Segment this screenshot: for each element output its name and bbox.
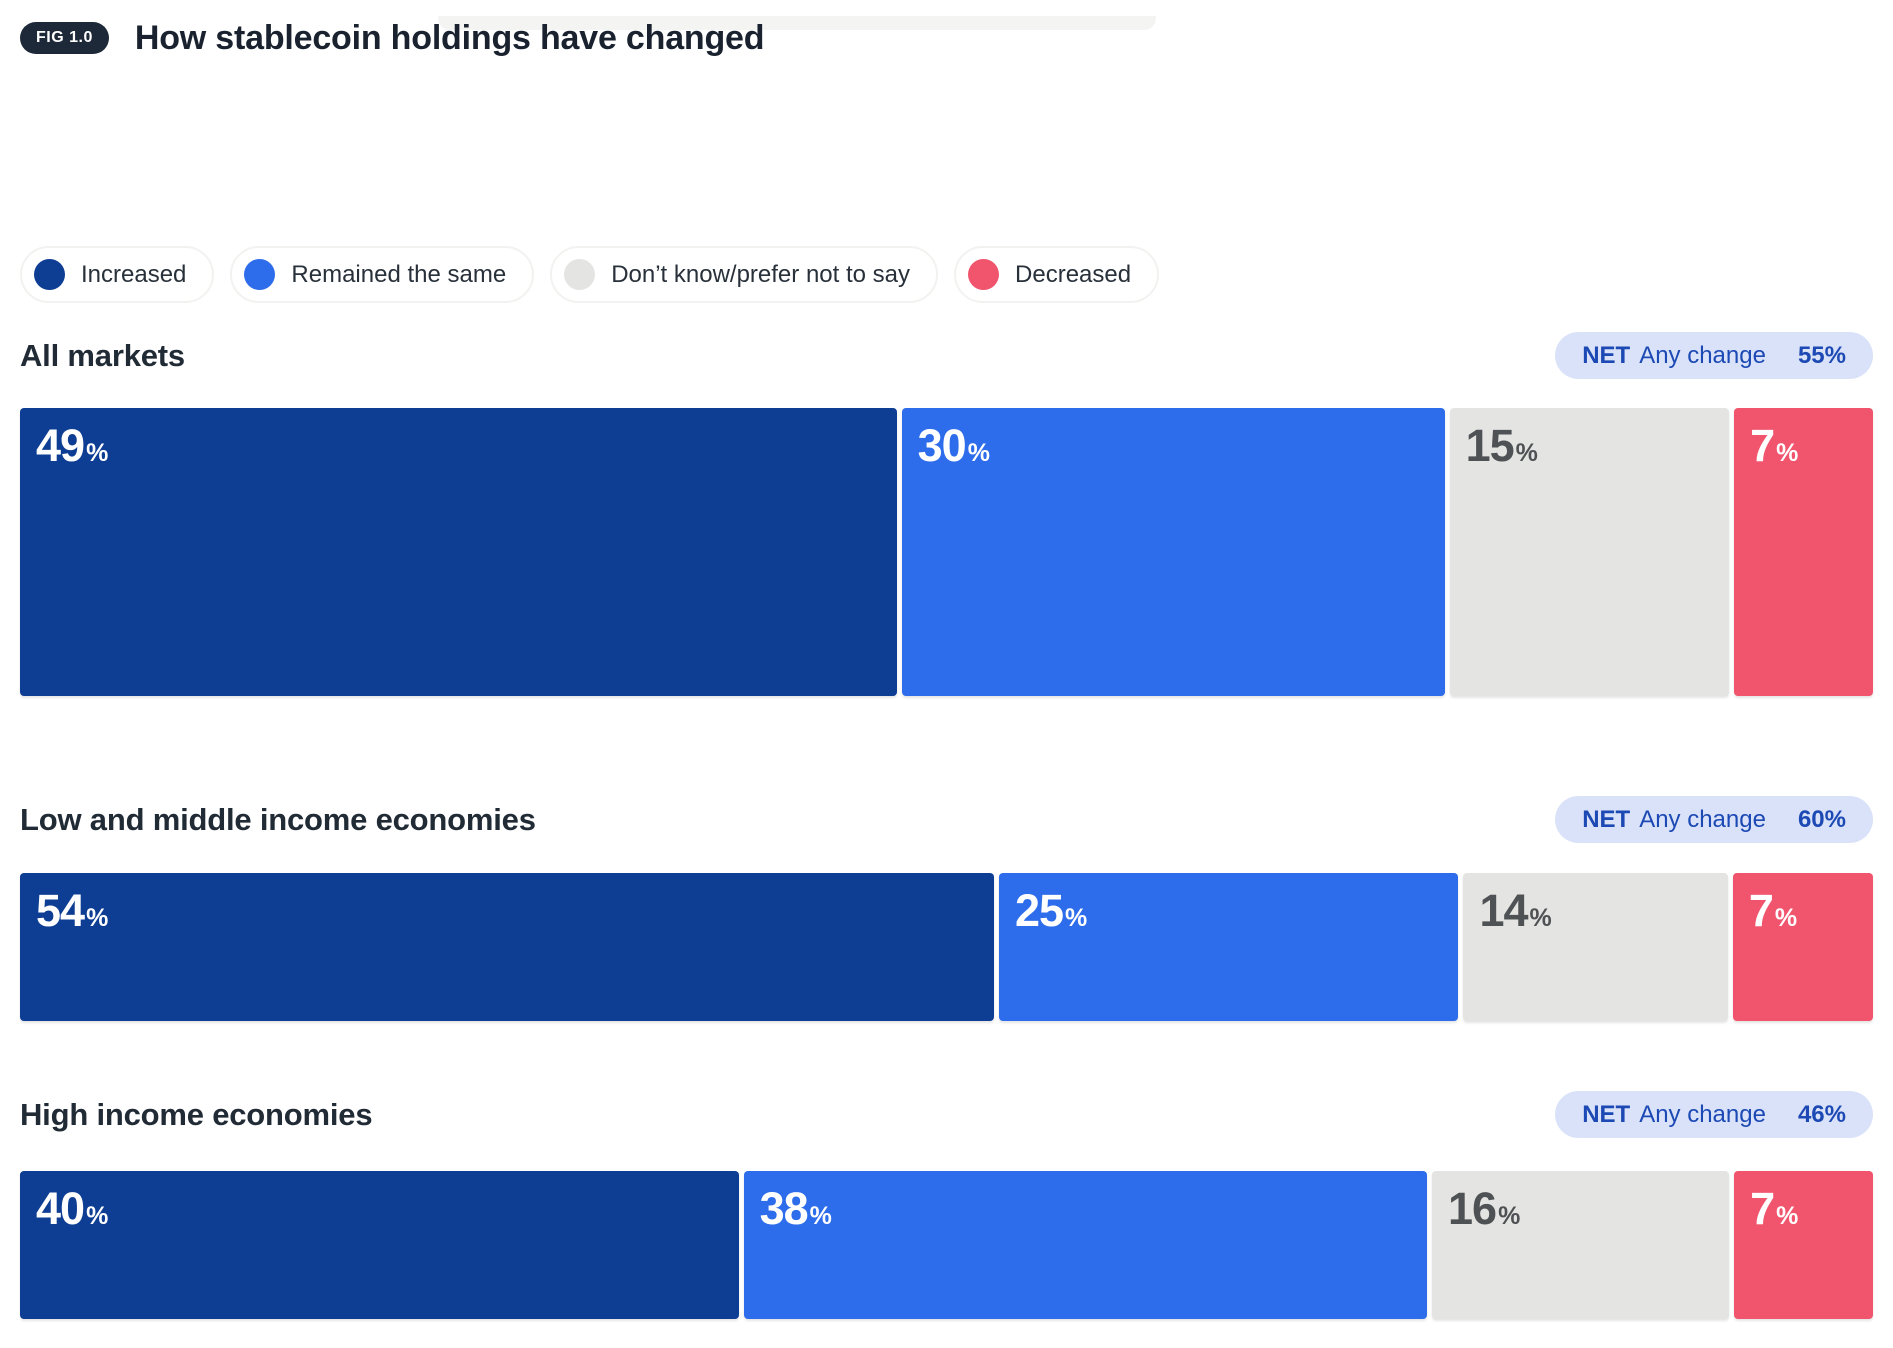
bar-segment-decreased: 7% (1732, 873, 1873, 1021)
figure-title: How stablecoin holdings have changed (134, 18, 765, 57)
legend-label: Increased (81, 260, 187, 288)
figure-header: FIG 1.0 How stablecoin holdings have cha… (20, 16, 1873, 60)
percent-sign: % (1776, 439, 1799, 467)
section-head-all-markets: All markets NET Any change 55% (20, 332, 1873, 379)
segment-value: 15 (1465, 420, 1515, 471)
legend-dot-icon (968, 259, 1000, 290)
percent-sign: % (86, 439, 109, 467)
bar-segment-increased: 54% (20, 873, 994, 1021)
bar-segment-remained-same: 25% (998, 873, 1459, 1021)
top-scroll-edge (438, 16, 1156, 30)
stacked-bar-high-income: 40% 38% 16% 7% (20, 1171, 1874, 1319)
legend-item-remained-same[interactable]: Remained the same (230, 246, 535, 303)
segment-value: 25 (1014, 885, 1064, 936)
bar-segment-decreased: 7% (1734, 408, 1874, 696)
legend-label: Decreased (1015, 260, 1132, 288)
segment-value: 7 (1750, 420, 1775, 471)
section-title: Low and middle income economies (20, 801, 536, 837)
stacked-bar-low-middle-income: 54% 25% 14% 7% (20, 873, 1873, 1021)
stacked-bar-all-markets: 49% 30% 15% 7% (20, 408, 1874, 696)
net-any-change-badge: NET Any change 55% (1555, 332, 1873, 379)
percent-sign: % (1529, 904, 1552, 932)
segment-value: 38 (759, 1183, 809, 1234)
bar-segment-dont-know: 15% (1449, 408, 1730, 696)
percent-sign: % (809, 1202, 832, 1230)
legend-item-increased[interactable]: Increased (20, 246, 215, 303)
bar-segment-dont-know: 14% (1463, 873, 1728, 1021)
bar-segment-increased: 49% (20, 408, 897, 696)
legend-label: Don’t know/prefer not to say (611, 260, 911, 288)
legend-item-decreased[interactable]: Decreased (954, 246, 1160, 303)
bar-segment-decreased: 7% (1734, 1171, 1874, 1319)
net-label: Any change (1639, 805, 1766, 833)
net-prefix: NET (1582, 805, 1631, 833)
bar-segment-remained-same: 38% (743, 1171, 1428, 1319)
segment-value: 54 (36, 885, 85, 936)
segment-value: 49 (36, 420, 85, 471)
legend: Increased Remained the same Don’t know/p… (20, 246, 1873, 303)
legend-dot-icon (34, 259, 65, 290)
net-value: 60% (1797, 805, 1846, 833)
legend-dot-icon (564, 259, 596, 290)
section-title: All markets (20, 337, 185, 373)
section-head-low-middle-income: Low and middle income economies NET Any … (20, 796, 1873, 843)
segment-value: 40 (36, 1183, 85, 1234)
bar-segment-dont-know: 16% (1432, 1171, 1730, 1319)
percent-sign: % (1515, 439, 1538, 467)
percent-sign: % (967, 439, 990, 467)
segment-value: 7 (1750, 1183, 1775, 1234)
net-value: 46% (1797, 1100, 1846, 1128)
section-title: High income economies (20, 1096, 373, 1132)
segment-value: 14 (1479, 885, 1528, 936)
net-prefix: NET (1582, 1100, 1631, 1128)
net-label: Any change (1639, 1100, 1766, 1128)
percent-sign: % (86, 904, 109, 932)
segment-value: 7 (1748, 885, 1774, 936)
segment-value: 30 (917, 420, 967, 471)
percent-sign: % (1498, 1202, 1521, 1230)
percent-sign: % (86, 1202, 109, 1230)
net-prefix: NET (1582, 341, 1631, 369)
net-value: 55% (1797, 341, 1846, 369)
legend-item-dont-know[interactable]: Don’t know/prefer not to say (550, 246, 939, 303)
segment-value: 16 (1448, 1183, 1497, 1234)
legend-dot-icon (244, 259, 276, 290)
percent-sign: % (1065, 904, 1088, 932)
figure-number-badge: FIG 1.0 (20, 22, 109, 54)
net-label: Any change (1639, 341, 1766, 369)
percent-sign: % (1776, 1202, 1799, 1230)
section-head-high-income: High income economies NET Any change 46% (20, 1091, 1873, 1138)
figure-container: FIG 1.0 How stablecoin holdings have cha… (0, 16, 1893, 1319)
net-any-change-badge: NET Any change 46% (1555, 1091, 1873, 1138)
bar-segment-remained-same: 30% (901, 408, 1445, 696)
legend-label: Remained the same (291, 260, 507, 288)
percent-sign: % (1774, 904, 1798, 932)
bar-segment-increased: 40% (20, 1171, 739, 1319)
net-any-change-badge: NET Any change 60% (1555, 796, 1873, 843)
